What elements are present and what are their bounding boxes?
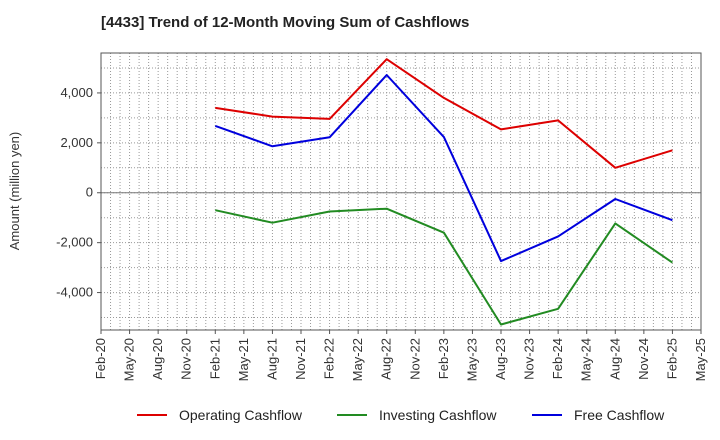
- legend-swatch: [137, 414, 167, 416]
- x-tick-label: May-21: [236, 338, 251, 381]
- x-tick-label: Nov-23: [522, 338, 537, 380]
- legend-label: Operating Cashflow: [179, 407, 302, 423]
- x-tick-label: Nov-24: [636, 338, 651, 380]
- x-tick-label: Aug-20: [150, 338, 165, 380]
- y-tick-label: 2,000: [60, 135, 93, 150]
- x-tick-label: Aug-22: [379, 338, 394, 380]
- x-tick-label: Feb-25: [664, 338, 679, 379]
- plot-area: [101, 53, 701, 330]
- x-tick-label: Nov-22: [407, 338, 422, 380]
- investing-cashflow-line: [215, 207, 673, 326]
- y-tick-label: 0: [86, 185, 93, 200]
- legend-label: Free Cashflow: [574, 407, 665, 423]
- plot-border: [100, 52, 702, 331]
- x-tick-label: Aug-21: [264, 338, 279, 380]
- legend-label: Investing Cashflow: [379, 407, 497, 423]
- x-tick-label: Nov-21: [293, 338, 308, 380]
- operating-cashflow-line: [215, 58, 673, 169]
- x-tick-label: Aug-23: [493, 338, 508, 380]
- chart-legend: Operating Cashflow Investing Cashflow Free…: [0, 404, 720, 426]
- x-tick-label: Feb-23: [436, 338, 451, 379]
- y-tick-label: 4,000: [60, 85, 93, 100]
- x-tick-label: Feb-24: [550, 338, 565, 379]
- x-tick-label: Feb-21: [207, 338, 222, 379]
- x-tick-label: Nov-20: [179, 338, 194, 380]
- y-axis-label: Amount (million yen): [7, 132, 22, 251]
- x-tick-label: Aug-24: [607, 338, 622, 380]
- x-tick-label: May-22: [350, 338, 365, 381]
- x-tick-label: Feb-20: [93, 338, 108, 379]
- x-tick-label: May-24: [579, 338, 594, 381]
- x-tick-label: May-23: [464, 338, 479, 381]
- legend-swatch: [337, 414, 367, 416]
- x-tick-label: Feb-22: [322, 338, 337, 379]
- legend-item-free-cashflow: Free Cashflow: [532, 404, 664, 426]
- legend-item-investing-cashflow: Investing Cashflow: [337, 404, 497, 426]
- chart-title: [4433] Trend of 12-Month Moving Sum of C…: [101, 14, 470, 31]
- legend-item-operating-cashflow: Operating Cashflow: [137, 404, 302, 426]
- y-tick-label: -4,000: [56, 285, 93, 300]
- y-tick-label: -2,000: [56, 235, 93, 250]
- legend-swatch: [532, 414, 562, 416]
- free-cashflow-line: [214, 74, 673, 263]
- x-tick-label: May-20: [122, 338, 137, 381]
- x-tick-label: May-25: [693, 338, 708, 381]
